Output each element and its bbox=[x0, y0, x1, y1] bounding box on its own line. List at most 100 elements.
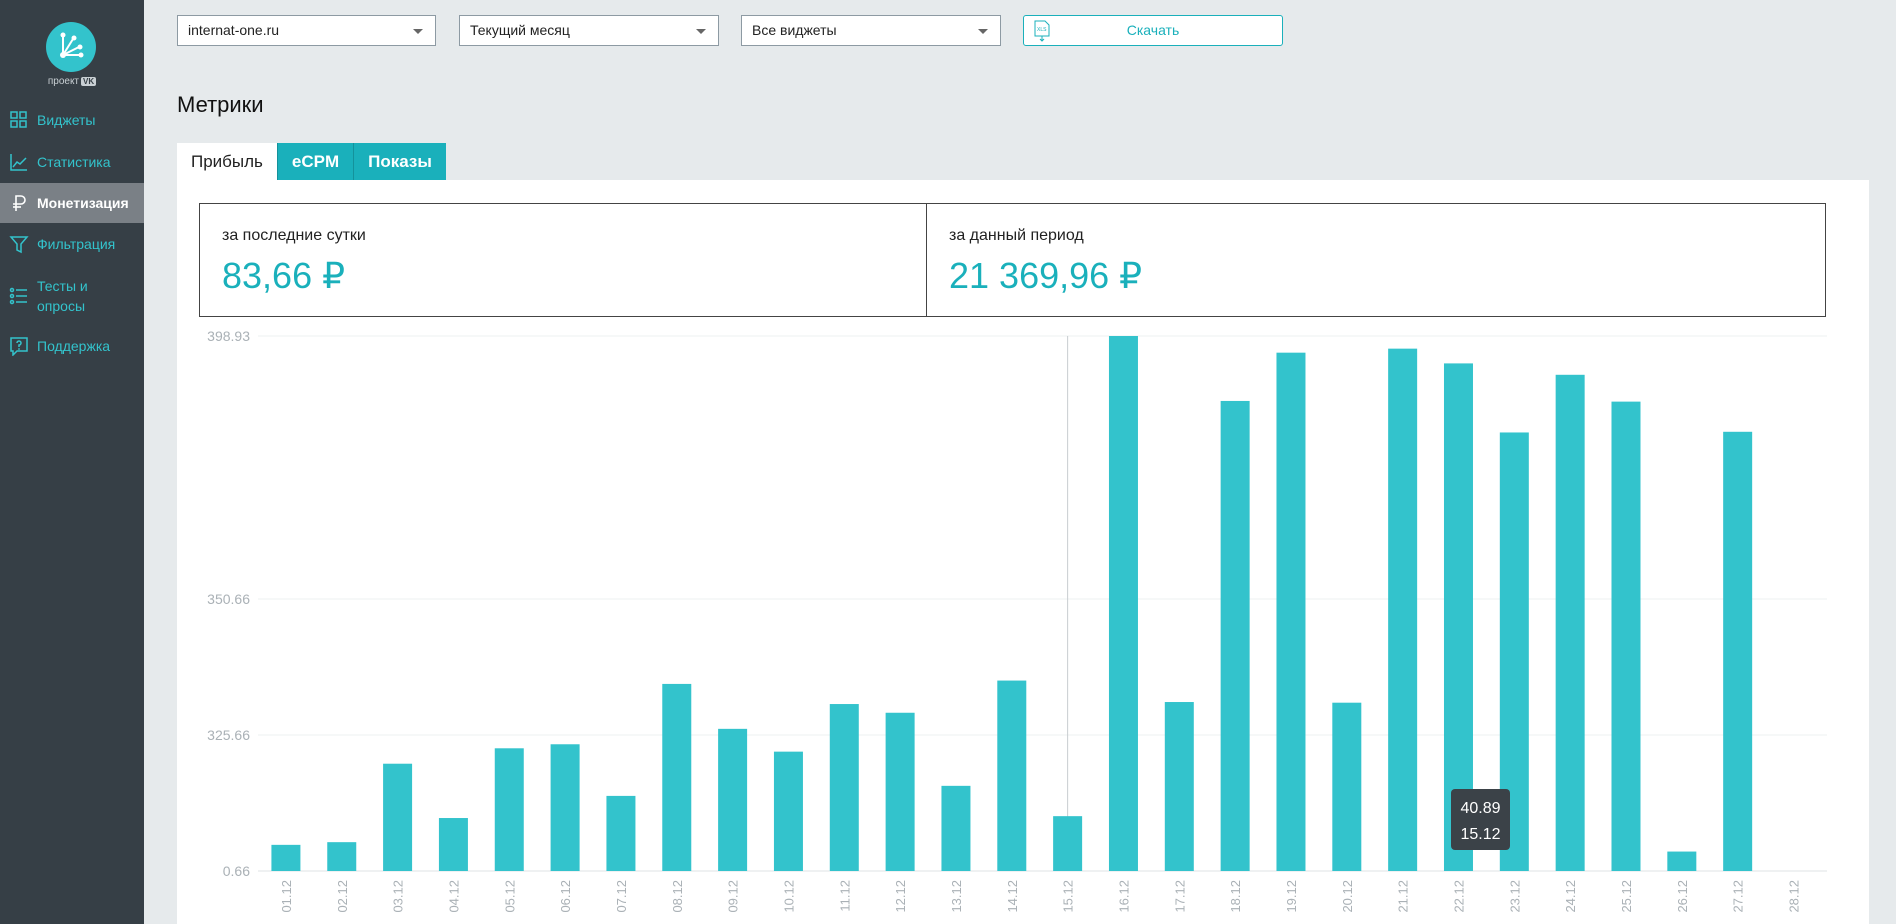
x-tick-label: 11.12 bbox=[837, 880, 852, 912]
x-tick-label: 06.12 bbox=[558, 880, 573, 913]
network-logo-icon bbox=[60, 32, 84, 58]
summary-period-value: 21 369,96 ₽ bbox=[949, 255, 1143, 296]
y-tick-label: 398.93 bbox=[207, 328, 250, 344]
summary-period: за данный период 21 369,96 ₽ bbox=[927, 204, 1142, 316]
bar-06.12[interactable] bbox=[550, 744, 580, 871]
y-tick-label: 350.66 bbox=[207, 591, 250, 607]
bar-03.12[interactable] bbox=[383, 763, 413, 871]
filter-icon bbox=[9, 236, 29, 254]
x-tick-label: 10.12 bbox=[781, 880, 796, 913]
x-tick-label: 13.12 bbox=[949, 880, 964, 913]
sidebar-item-label: Виджеты bbox=[37, 112, 96, 128]
list-icon bbox=[9, 287, 27, 305]
sidebar-item-tests[interactable]: Тесты и опросы bbox=[0, 275, 144, 317]
sidebar-item-label: Монетизация bbox=[37, 195, 129, 211]
page-title: Метрики bbox=[177, 92, 264, 117]
sidebar-item-widgets[interactable]: Виджеты bbox=[0, 108, 144, 132]
bar-24.12[interactable] bbox=[1555, 374, 1585, 871]
x-tick-label: 21.12 bbox=[1396, 880, 1411, 913]
x-tick-label: 03.12 bbox=[391, 880, 406, 913]
metric-tabs: Прибыль eCPM Показы bbox=[177, 143, 446, 180]
y-axis-labels: 398.93 350.66 325.66 0.66 bbox=[207, 328, 250, 879]
widgets-select[interactable]: Все виджеты bbox=[741, 15, 1001, 46]
project-logo[interactable] bbox=[46, 22, 96, 72]
bar-22.12[interactable] bbox=[1443, 363, 1473, 871]
x-tick-label: 16.12 bbox=[1116, 880, 1131, 913]
download-label: Скачать bbox=[1126, 22, 1180, 38]
bar-08.12[interactable] bbox=[662, 683, 692, 871]
bar-17.12[interactable] bbox=[1164, 702, 1194, 871]
sidebar-item-filtering[interactable]: Фильтрация bbox=[0, 232, 144, 256]
help-bubble-icon bbox=[10, 337, 28, 356]
line-chart-icon bbox=[10, 154, 27, 171]
bar-27.12[interactable] bbox=[1723, 431, 1753, 871]
sidebar-item-label: Поддержка bbox=[37, 338, 111, 354]
widgets-select-value: Все виджеты bbox=[752, 22, 837, 38]
x-tick-label: 05.12 bbox=[502, 880, 517, 913]
download-button[interactable]: XLS Скачать bbox=[1023, 15, 1283, 46]
x-tick-label: 25.12 bbox=[1619, 880, 1634, 913]
bar-13.12[interactable] bbox=[941, 785, 971, 871]
summary-period-caption: за данный период bbox=[949, 227, 1084, 244]
chart-grid bbox=[258, 335, 1827, 872]
vk-badge: VK bbox=[81, 77, 97, 86]
x-tick-label: 28.12 bbox=[1786, 880, 1801, 913]
x-tick-label: 23.12 bbox=[1507, 880, 1522, 913]
period-select[interactable]: Текущий месяц bbox=[459, 15, 719, 46]
bar-21.12[interactable] bbox=[1388, 348, 1418, 871]
bar-02.12[interactable] bbox=[327, 842, 357, 871]
x-tick-label: 27.12 bbox=[1731, 880, 1746, 913]
bar-12.12[interactable] bbox=[885, 712, 915, 871]
bar-15.12[interactable] bbox=[1053, 816, 1083, 871]
site-select[interactable]: internat-one.ru bbox=[177, 15, 436, 46]
sidebar-item-monetization[interactable]: Монетизация bbox=[0, 183, 144, 223]
y-tick-label: 0.66 bbox=[223, 863, 250, 879]
bar-05.12[interactable] bbox=[494, 748, 524, 871]
x-tick-label: 17.12 bbox=[1172, 880, 1187, 913]
sidebar-item-statistics[interactable]: Статистика bbox=[0, 150, 144, 174]
svg-text:XLS: XLS bbox=[1037, 27, 1047, 33]
bar-26.12[interactable] bbox=[1667, 851, 1697, 871]
x-tick-label: 22.12 bbox=[1451, 880, 1466, 913]
summary-day: за последние сутки 83,66 ₽ bbox=[200, 204, 927, 316]
bar-11.12[interactable] bbox=[829, 704, 859, 871]
tab-ecpm[interactable]: eCPM bbox=[276, 143, 354, 180]
bar-20.12[interactable] bbox=[1332, 702, 1362, 871]
profit-bar-chart: 398.93 350.66 325.66 0.66 01.12 02.12 03.12 04… bbox=[207, 328, 1827, 913]
logo-caption: проект VK bbox=[47, 76, 97, 87]
x-tick-label: 09.12 bbox=[726, 880, 741, 913]
bar-25.12[interactable] bbox=[1611, 401, 1641, 871]
summary-day-value: 83,66 ₽ bbox=[222, 255, 345, 296]
summary-box: за последние сутки 83,66 ₽ за данный пер… bbox=[199, 203, 1826, 317]
x-tick-label: 04.12 bbox=[446, 880, 461, 913]
sidebar: проект VK Виджеты Статистика Монетизация … bbox=[0, 0, 144, 924]
x-tick-label: 20.12 bbox=[1340, 880, 1355, 913]
x-axis-labels: 01.12 02.12 03.12 04.12 05.12 06.12 07.12 08.12… bbox=[279, 880, 1802, 913]
bar-07.12[interactable] bbox=[606, 795, 636, 871]
summary-day-caption: за последние сутки bbox=[222, 227, 366, 244]
grid-icon bbox=[10, 111, 27, 128]
sidebar-item-label: Фильтрация bbox=[37, 236, 116, 252]
bar-04.12[interactable] bbox=[438, 818, 468, 871]
site-select-value: internat-one.ru bbox=[188, 22, 280, 38]
sidebar-item-support[interactable]: Поддержка bbox=[0, 334, 144, 358]
x-tick-label: 08.12 bbox=[670, 880, 685, 913]
tooltip-date: 15.12 bbox=[1460, 826, 1501, 843]
chart-bars bbox=[271, 336, 1753, 872]
x-tick-label: 14.12 bbox=[1005, 880, 1020, 913]
x-tick-label: 19.12 bbox=[1284, 880, 1299, 913]
bar-01.12[interactable] bbox=[271, 844, 301, 871]
bar-09.12[interactable] bbox=[718, 728, 748, 871]
x-tick-label: 24.12 bbox=[1563, 880, 1578, 913]
bar-16.12[interactable] bbox=[1108, 336, 1138, 871]
tab-profit[interactable]: Прибыль bbox=[177, 143, 277, 180]
bar-14.12[interactable] bbox=[997, 680, 1027, 871]
period-select-value: Текущий месяц bbox=[470, 22, 570, 38]
tab-impressions[interactable]: Показы bbox=[353, 143, 446, 180]
x-tick-label: 18.12 bbox=[1228, 880, 1243, 913]
bar-18.12[interactable] bbox=[1220, 400, 1250, 871]
xls-file-icon: XLS bbox=[1034, 20, 1050, 42]
bar-10.12[interactable] bbox=[773, 751, 803, 871]
chevron-down-icon bbox=[696, 29, 706, 34]
bar-19.12[interactable] bbox=[1276, 352, 1306, 872]
